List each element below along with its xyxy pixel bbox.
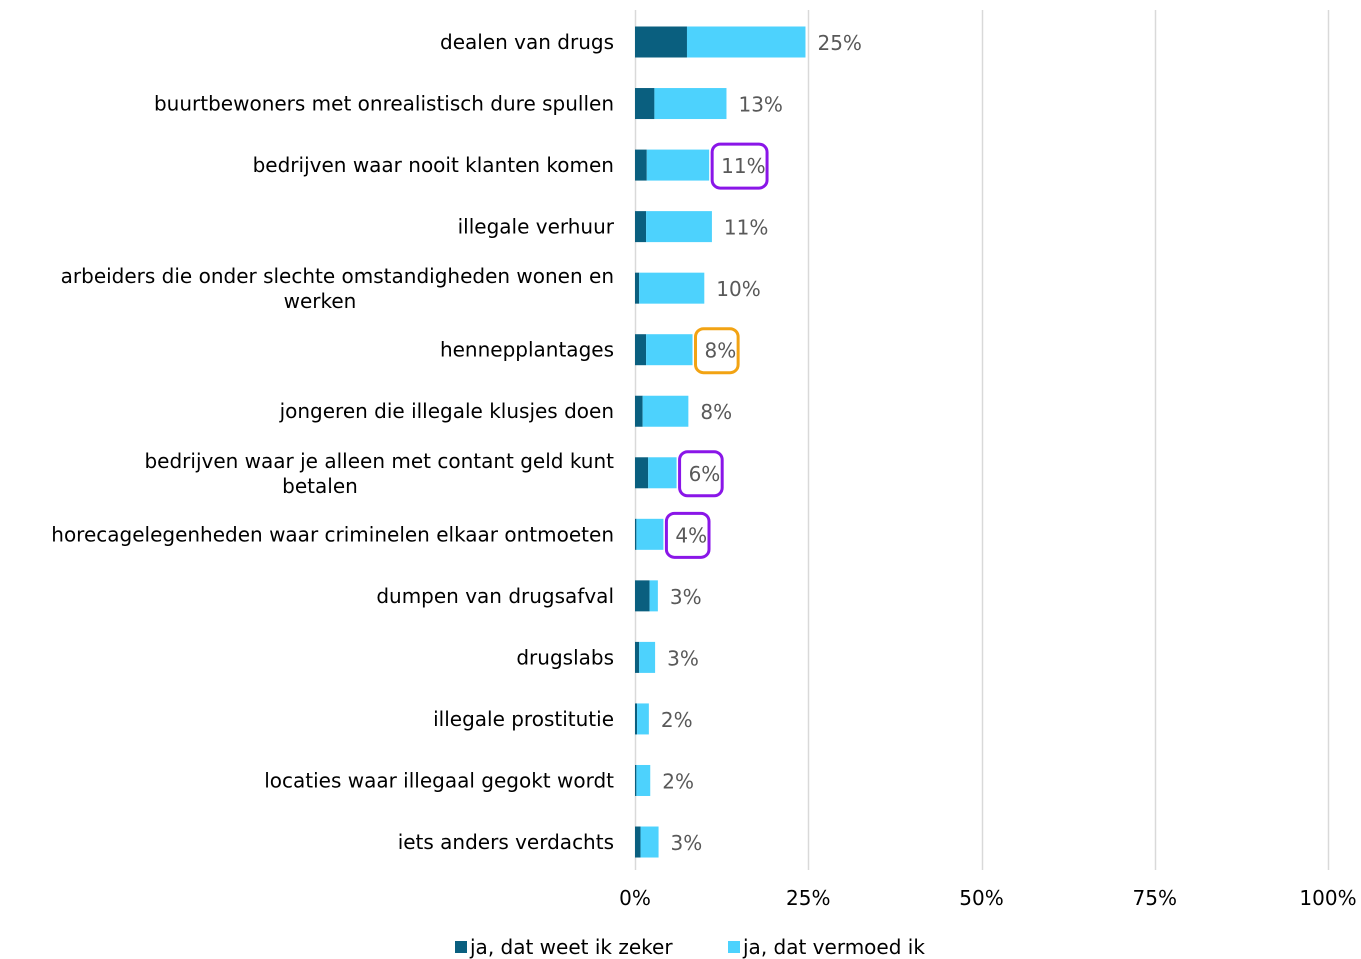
category-label: jongeren die illegale klusjes doen [279, 399, 614, 423]
total-label: 25% [817, 31, 861, 55]
bar-vermoed [646, 149, 710, 181]
category-label: bedrijven waar nooit klanten komen [253, 153, 614, 177]
bar-vermoed [642, 395, 689, 427]
bar-zeker [635, 395, 643, 427]
bar-vermoed [646, 334, 693, 366]
x-tick-label: 0% [619, 886, 651, 910]
total-label: 11% [724, 216, 768, 240]
category-label: horecagelegenheden waar criminelen elkaa… [51, 522, 614, 546]
bar-vermoed [654, 88, 727, 120]
bar-zeker [635, 703, 638, 735]
category-label: hennepplantages [440, 338, 614, 362]
bar-zeker [635, 26, 687, 58]
total-label: 8% [705, 339, 737, 363]
x-tick-label: 25% [786, 886, 830, 910]
bar-zeker [635, 518, 637, 550]
highlight-box [710, 142, 769, 190]
highlight-box [678, 450, 724, 498]
bar-zeker [635, 88, 655, 120]
total-labels: 25% 13% 11% 11% 10% 8% 8% 6% 4% 3% 3% 2% 2% 3% [661, 31, 862, 855]
total-label: 2% [662, 769, 694, 793]
category-label: iets anders verdachts [398, 830, 614, 854]
bar-zeker [635, 272, 640, 304]
legend: ja, dat weet ik zeker ja, dat vermoed ik [455, 935, 925, 959]
total-label: 2% [661, 708, 693, 732]
category-label: illegale prostitutie [433, 707, 614, 731]
total-label: 4% [675, 523, 707, 547]
legend-swatch [728, 941, 740, 953]
legend-label: ja, dat vermoed ik [742, 935, 925, 959]
total-label: 3% [667, 646, 699, 670]
legend-swatch [455, 941, 467, 953]
category-labels: dealen van drugs buurtbewoners met onreal… [51, 30, 615, 854]
category-label: locaties waar illegaal gegokt wordt [264, 768, 614, 792]
category-label: buurtbewoners met onrealistisch dure spu… [154, 92, 614, 116]
bar-vermoed [648, 457, 677, 489]
bar-vermoed [686, 26, 806, 58]
total-label: 11% [721, 154, 765, 178]
bar-zeker [635, 149, 647, 181]
category-label: bedrijven waar je alleen met contant gel… [144, 449, 614, 498]
bar-vermoed [649, 580, 658, 612]
bar-zeker [635, 826, 641, 858]
x-tick-label: 75% [1133, 886, 1177, 910]
bar-vermoed [646, 211, 712, 243]
bar-zeker [635, 334, 647, 366]
bar-zeker [635, 211, 647, 243]
total-label: 13% [738, 93, 782, 117]
category-label: dealen van drugs [440, 30, 614, 54]
total-label: 3% [671, 831, 703, 855]
bar-vermoed [636, 518, 664, 550]
bar-zeker [635, 457, 649, 489]
total-label: 10% [716, 277, 760, 301]
total-label: 8% [700, 400, 732, 424]
legend-label: ja, dat weet ik zeker [469, 935, 673, 959]
category-label: illegale verhuur [458, 215, 615, 239]
bar-vermoed [637, 703, 649, 735]
x-tick-label: 50% [959, 886, 1003, 910]
category-label: dumpen van drugsafval [376, 584, 614, 608]
bar-zeker [635, 764, 637, 796]
total-label: 3% [670, 585, 702, 609]
highlight-box [694, 327, 740, 375]
bar-zeker [635, 641, 640, 673]
bar-vermoed [640, 826, 659, 858]
bar-zeker [635, 580, 650, 612]
x-tick-label: 100% [1299, 886, 1356, 910]
category-label: drugslabs [516, 645, 614, 669]
gridlines [634, 10, 1330, 870]
x-axis-ticks: 0% 25% 50% 75% 100% [619, 886, 1356, 910]
category-label: arbeiders die onder slechte omstandighed… [61, 264, 614, 313]
bar-vermoed [639, 641, 656, 673]
total-label: 6% [689, 462, 721, 486]
bars [635, 26, 806, 858]
bar-vermoed [636, 764, 651, 796]
bar-vermoed [639, 272, 705, 304]
highlight-box [664, 511, 711, 559]
